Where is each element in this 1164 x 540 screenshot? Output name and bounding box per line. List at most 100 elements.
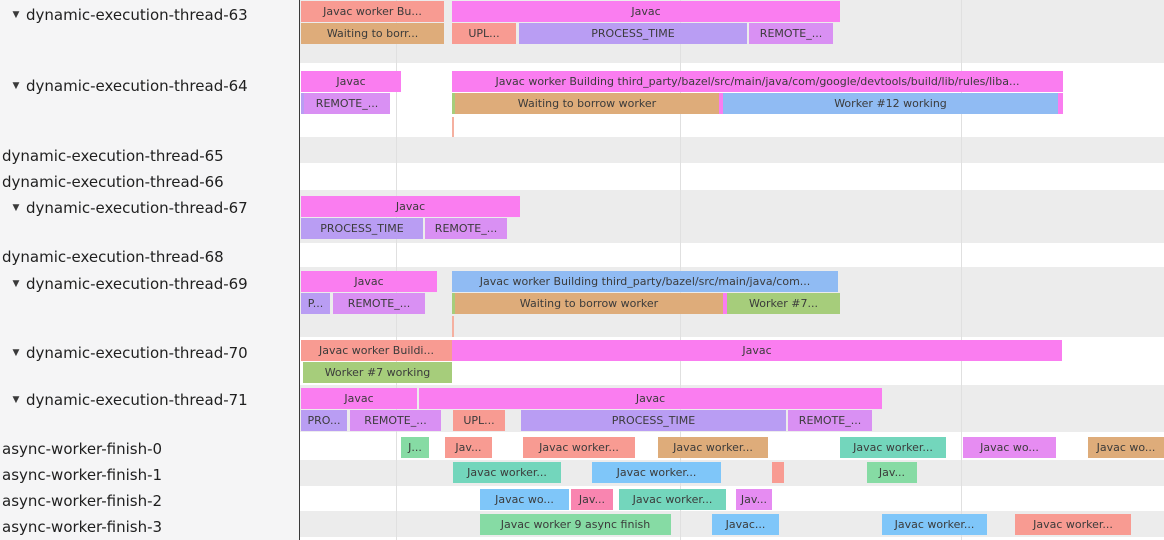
thread-label: async-worker-finish-3 — [2, 517, 163, 536]
trace-event-bar[interactable]: Javac — [301, 196, 520, 217]
thread-label: dynamic-execution-thread-69 — [26, 274, 248, 293]
trace-event-bar[interactable]: REMOTE_... — [788, 410, 872, 431]
trace-event-bar[interactable]: Waiting to borrow worker — [455, 293, 723, 314]
trace-event-bar[interactable]: Jav... — [867, 462, 917, 483]
trace-event-bar[interactable]: PRO... — [301, 410, 347, 431]
thread-row: ▼ dynamic-execution-thread-67 — [0, 198, 299, 217]
trace-event-bar[interactable] — [452, 293, 455, 314]
gridline — [396, 0, 397, 540]
thread-row: dynamic-execution-thread-65 — [0, 146, 299, 165]
trace-event-bar[interactable]: Javac worker... — [882, 514, 987, 535]
thread-label: dynamic-execution-thread-65 — [2, 146, 224, 165]
expander-icon[interactable]: ▼ — [12, 80, 20, 91]
trace-event-bar[interactable]: Javac — [301, 271, 437, 292]
expander-icon[interactable]: ▼ — [12, 394, 20, 405]
trace-event-bar[interactable]: Javac — [301, 71, 401, 92]
trace-event-bar[interactable]: Worker #12 working — [723, 93, 1058, 114]
row-band — [300, 537, 1164, 540]
thread-row: ▼ dynamic-execution-thread-70 — [0, 343, 299, 362]
thread-list: ▼ dynamic-execution-thread-63 ▼ dynamic-exe… — [0, 0, 300, 540]
trace-event-bar[interactable]: Javac wo... — [480, 489, 569, 510]
trace-event-bar[interactable]: PROCESS_TIME — [519, 23, 747, 44]
trace-event-bar[interactable]: J... — [401, 437, 429, 458]
trace-event-bar[interactable]: Javac — [301, 388, 417, 409]
trace-event-bar[interactable]: Javac... — [712, 514, 779, 535]
thread-label: async-worker-finish-2 — [2, 491, 163, 510]
trace-event-bar[interactable]: Javac worker... — [658, 437, 768, 458]
trace-event-bar[interactable]: UPL... — [453, 410, 505, 431]
thread-label: dynamic-execution-thread-71 — [26, 390, 248, 409]
thread-row: dynamic-execution-thread-66 — [0, 172, 299, 191]
trace-event-bar[interactable]: Javac worker Buildi... — [301, 340, 452, 361]
trace-event-bar[interactable]: REMOTE_... — [350, 410, 441, 431]
trace-event-bar[interactable]: Javac wo... — [1088, 437, 1164, 458]
trace-event-bar[interactable]: Jav... — [571, 489, 613, 510]
thread-row: ▼ dynamic-execution-thread-63 — [0, 5, 299, 24]
row-band — [300, 486, 1164, 511]
trace-event-bar[interactable]: PROCESS_TIME — [521, 410, 786, 431]
trace-event-bar[interactable] — [723, 293, 727, 314]
trace-event-bar[interactable] — [772, 462, 784, 483]
thread-label: async-worker-finish-1 — [2, 465, 163, 484]
trace-event-bar[interactable]: Javac worker 9 async finish — [480, 514, 671, 535]
thread-label: dynamic-execution-thread-63 — [26, 5, 248, 24]
trace-event-bar[interactable]: REMOTE_... — [333, 293, 425, 314]
trace-event-bar[interactable]: Waiting to borr... — [301, 23, 444, 44]
trace-event-bar[interactable] — [452, 93, 455, 114]
trace-event-bar[interactable] — [719, 93, 723, 114]
row-band — [300, 163, 1164, 190]
thread-label: dynamic-execution-thread-64 — [26, 76, 248, 95]
thread-label: dynamic-execution-thread-66 — [2, 172, 224, 191]
row-band — [300, 460, 1164, 486]
trace-event-bar[interactable]: Worker #7 working — [303, 362, 452, 383]
instant-event-tick[interactable] — [452, 316, 454, 337]
expander-icon[interactable]: ▼ — [12, 278, 20, 289]
expander-icon[interactable]: ▼ — [12, 202, 20, 213]
thread-row: dynamic-execution-thread-68 — [0, 247, 299, 266]
trace-event-bar[interactable]: Javac wo... — [963, 437, 1056, 458]
thread-row: async-worker-finish-3 — [0, 517, 299, 536]
trace-event-bar[interactable]: Waiting to borrow worker — [455, 93, 719, 114]
gridline — [961, 0, 962, 540]
trace-event-bar[interactable]: PROCESS_TIME — [301, 218, 423, 239]
trace-event-bar[interactable]: Javac worker... — [1015, 514, 1131, 535]
thread-label: dynamic-execution-thread-68 — [2, 247, 224, 266]
trace-event-bar[interactable]: Javac worker... — [840, 437, 946, 458]
trace-event-bar[interactable]: REMOTE_... — [425, 218, 507, 239]
trace-event-bar[interactable]: Javac — [452, 340, 1062, 361]
row-band — [300, 137, 1164, 163]
thread-label: async-worker-finish-0 — [2, 439, 163, 458]
thread-row: async-worker-finish-2 — [0, 491, 299, 510]
trace-event-bar[interactable] — [1058, 93, 1063, 114]
row-band — [300, 243, 1164, 267]
trace-event-bar[interactable]: Javac worker Building third_party/bazel/… — [452, 71, 1063, 92]
trace-event-bar[interactable]: Javac — [452, 1, 840, 22]
trace-event-bar[interactable] — [301, 93, 304, 114]
thread-row: ▼ dynamic-execution-thread-69 — [0, 274, 299, 293]
gridline — [680, 0, 681, 540]
trace-event-bar[interactable]: Javac worker... — [523, 437, 635, 458]
instant-event-tick[interactable] — [452, 117, 454, 137]
thread-label: dynamic-execution-thread-70 — [26, 343, 248, 362]
trace-event-bar[interactable]: REMOTE_... — [304, 93, 390, 114]
thread-row: async-worker-finish-0 — [0, 439, 299, 458]
expander-icon[interactable]: ▼ — [12, 347, 20, 358]
trace-event-bar[interactable]: Jav... — [736, 489, 772, 510]
thread-row: ▼ dynamic-execution-thread-71 — [0, 390, 299, 409]
trace-event-bar[interactable]: P... — [301, 293, 330, 314]
trace-event-bar[interactable]: Javac — [419, 388, 882, 409]
thread-row: ▼ dynamic-execution-thread-64 — [0, 76, 299, 95]
trace-event-bar[interactable]: Javac worker... — [592, 462, 721, 483]
trace-event-bar[interactable]: Worker #7... — [727, 293, 840, 314]
thread-label: dynamic-execution-thread-67 — [26, 198, 248, 217]
trace-event-bar[interactable]: Javac worker Building third_party/bazel/… — [452, 271, 838, 292]
trace-event-bar[interactable]: Javac worker Bu... — [301, 1, 444, 22]
expander-icon[interactable]: ▼ — [12, 9, 20, 20]
trace-event-bar[interactable]: UPL... — [452, 23, 516, 44]
trace-event-bar[interactable]: Javac worker... — [453, 462, 561, 483]
trace-event-bar[interactable]: Javac worker... — [619, 489, 726, 510]
thread-row: async-worker-finish-1 — [0, 465, 299, 484]
trace-event-bar[interactable]: Jav... — [445, 437, 492, 458]
trace-event-bar[interactable]: REMOTE_... — [749, 23, 833, 44]
